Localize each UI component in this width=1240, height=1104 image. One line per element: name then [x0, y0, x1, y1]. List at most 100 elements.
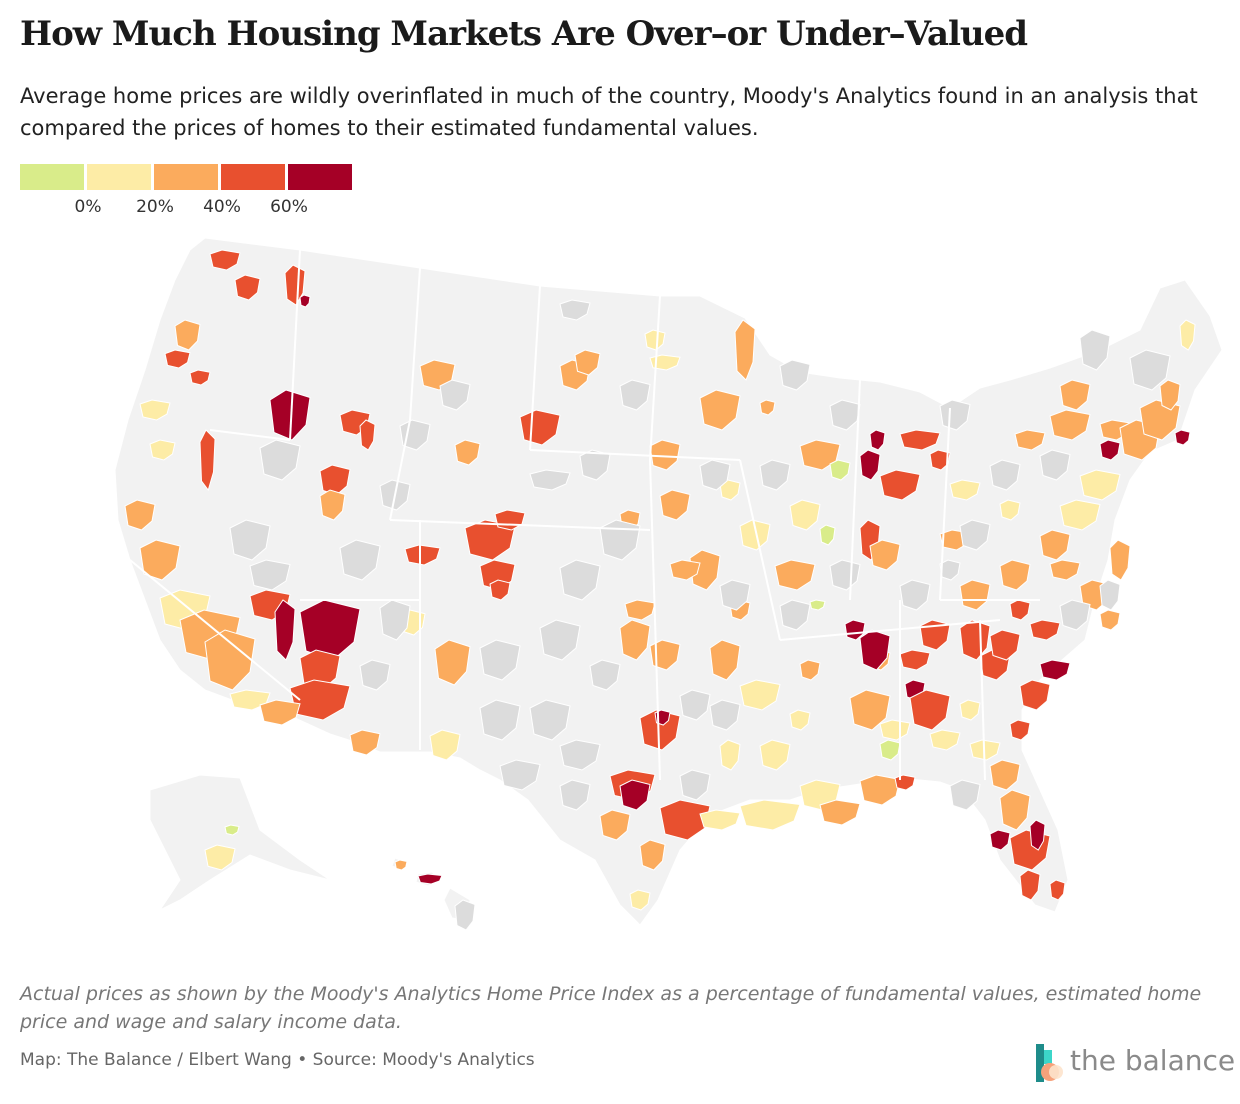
metro-area [929, 729, 961, 751]
metro-area [539, 619, 581, 661]
metro-area [844, 619, 866, 641]
metro-area [959, 699, 981, 721]
metro-area [559, 559, 601, 601]
metro-area [829, 559, 861, 591]
metro-area [189, 369, 211, 386]
metro-area [829, 459, 851, 481]
metro-area [639, 839, 666, 871]
metro-area [204, 629, 256, 691]
metro-area [394, 859, 408, 871]
metro-area [739, 799, 801, 831]
metro-area [759, 399, 776, 416]
metro-area [869, 539, 901, 571]
metro-area [819, 799, 861, 826]
metro-area [799, 659, 821, 681]
legend-swatch-over-60 [288, 164, 352, 190]
metro-area [699, 459, 731, 491]
metro-area [1179, 319, 1196, 351]
metro-area [739, 519, 771, 551]
metro-area [574, 349, 601, 376]
metro-area [1029, 619, 1061, 641]
metro-area [679, 769, 711, 801]
metro-area [1049, 409, 1091, 441]
metro-area [439, 379, 471, 411]
page-title: How Much Housing Markets Are Over–or Und… [20, 14, 1028, 54]
metro-area [164, 349, 191, 369]
metro-area [1039, 449, 1071, 481]
metro-area [1079, 329, 1111, 371]
state-border [939, 407, 951, 601]
metro-area [1099, 439, 1121, 461]
logo-wordmark: the balance [1070, 1044, 1236, 1077]
metro-area [1049, 559, 1081, 581]
metro-area [949, 479, 981, 501]
metro-area [1009, 719, 1031, 741]
metro-area [1059, 499, 1101, 531]
metro-area [229, 519, 271, 561]
state-border [289, 249, 301, 441]
metro-area [639, 709, 681, 751]
metro-area [269, 389, 311, 441]
metro-area [669, 559, 701, 581]
metro-area [124, 499, 156, 531]
methodology-note: Actual prices as shown by the Moody's An… [20, 983, 1202, 1033]
metro-area [719, 739, 741, 771]
metro-area [234, 274, 261, 301]
metro-area [579, 449, 611, 481]
metro-area [879, 739, 901, 761]
metro-area [1049, 879, 1066, 901]
metro-area [319, 489, 346, 521]
metro-area [629, 889, 651, 911]
metro-area [529, 469, 571, 491]
metro-area [619, 619, 651, 661]
metro-area [359, 659, 391, 691]
metro-area [879, 719, 911, 741]
metro-area [1029, 819, 1046, 851]
metro-area [434, 639, 471, 686]
metro-area [499, 759, 541, 791]
metro-area [899, 579, 931, 611]
metro-area [989, 759, 1021, 791]
metro-area [204, 844, 236, 871]
metro-area [199, 429, 216, 492]
metro-area [259, 439, 301, 481]
metro-area [174, 319, 201, 351]
legend-tick-60: 60% [270, 197, 308, 217]
metro-area [734, 319, 756, 381]
state-border [529, 449, 741, 461]
state-border [649, 295, 661, 461]
metro-area [464, 519, 516, 561]
metro-area [1014, 429, 1046, 451]
metro-area [599, 809, 631, 841]
metro-area [349, 729, 381, 756]
state-border [209, 429, 291, 441]
metro-area [1039, 659, 1071, 681]
balance-logo-icon [1036, 1044, 1063, 1082]
legend-swatch-40-60 [221, 164, 285, 190]
metro-area [299, 294, 311, 308]
metro-area [709, 699, 741, 731]
metro-area [789, 709, 811, 731]
metro-area [859, 774, 901, 806]
metro-area [859, 629, 891, 671]
metro-area [659, 799, 711, 841]
metro-area [949, 779, 981, 811]
state-border [649, 459, 661, 781]
state-border [979, 619, 986, 781]
metro-area [909, 689, 951, 731]
metro-area [819, 524, 836, 546]
metro-area [774, 559, 816, 591]
metro-area [869, 429, 886, 451]
state-border [389, 519, 651, 531]
metro-area [649, 439, 681, 471]
state-border [739, 459, 781, 641]
metro-area [679, 689, 711, 721]
metro-area [859, 449, 881, 481]
metro-area [989, 629, 1021, 661]
metro-area [1059, 599, 1091, 631]
metro-area [1109, 539, 1131, 581]
metro-area [559, 739, 601, 771]
metro-area [319, 464, 351, 496]
metro-area [899, 649, 931, 671]
metro-area [989, 829, 1011, 851]
